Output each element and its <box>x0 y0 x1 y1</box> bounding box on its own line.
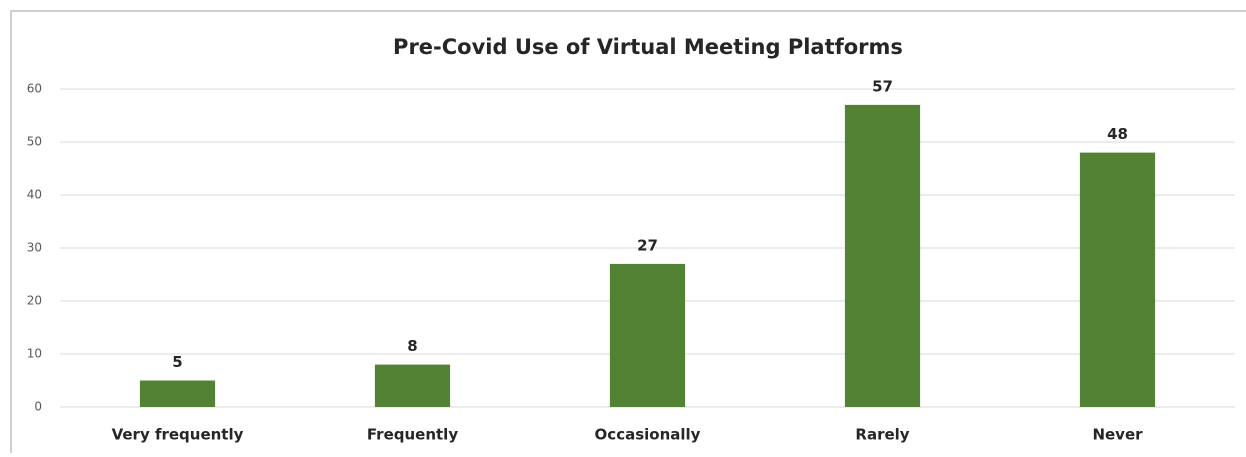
bar <box>844 104 921 408</box>
x-tick-label: Rarely <box>855 426 909 444</box>
x-tick-label: Frequently <box>367 426 458 444</box>
data-label: 48 <box>1107 125 1128 143</box>
x-tick-label: Never <box>1092 426 1143 444</box>
y-tick-label: 50 <box>27 135 42 149</box>
bar <box>139 380 216 407</box>
data-label: 8 <box>407 337 417 355</box>
data-label: 5 <box>172 353 182 371</box>
data-label: 27 <box>637 236 658 254</box>
y-tick-label: 60 <box>27 82 42 96</box>
x-tick-label: Very frequently <box>112 426 244 444</box>
y-tick-label: 30 <box>27 241 42 255</box>
bar <box>609 263 686 407</box>
x-tick-label: Occasionally <box>595 426 701 444</box>
y-tick-label: 40 <box>27 188 42 202</box>
chart-border <box>10 10 1246 453</box>
y-tick-label: 20 <box>27 294 42 308</box>
bar <box>1079 152 1156 407</box>
y-tick-label: 10 <box>27 347 42 361</box>
bar <box>374 364 451 407</box>
data-label: 57 <box>872 77 893 95</box>
y-tick-label: 0 <box>34 400 42 414</box>
chart-title: Pre-Covid Use of Virtual Meeting Platfor… <box>393 35 903 59</box>
